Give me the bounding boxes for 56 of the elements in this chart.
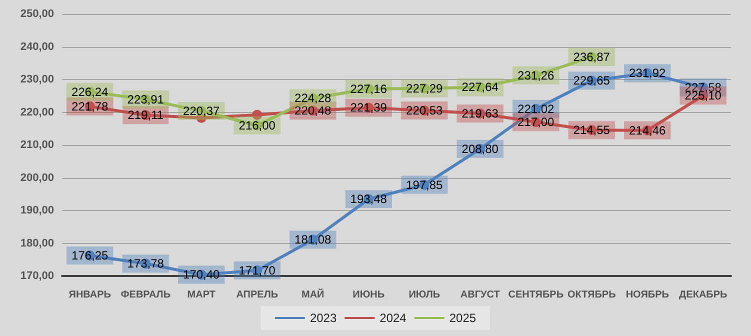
x-tick-label: МАЙ <box>302 288 324 300</box>
data-label: 219,63 <box>462 106 499 120</box>
x-tick-label: СЕНТЯБРЬ <box>508 290 564 300</box>
legend-label: 2025 <box>449 311 476 325</box>
y-tick-label: 250,00 <box>20 8 54 20</box>
x-tick-label: ИЮЛЬ <box>408 290 440 300</box>
data-label: 173,78 <box>127 256 164 271</box>
x-tick-label: НОЯБРЬ <box>626 290 669 300</box>
data-label: 220,53 <box>406 104 444 118</box>
data-label: 171,70 <box>238 263 276 278</box>
data-label: 220,37 <box>183 104 220 118</box>
y-tick-label: 240,00 <box>20 40 54 53</box>
data-label: 227,64 <box>462 80 499 94</box>
y-tick-label: 200,00 <box>20 172 54 184</box>
data-label: 229,65 <box>573 74 610 88</box>
x-tick-label: МАРТ <box>187 290 216 300</box>
x-tick-label: ДЕКАБРЬ <box>679 290 728 300</box>
data-label: 223,91 <box>127 92 164 106</box>
data-label: 170,40 <box>183 268 220 282</box>
x-tick-label: АВГУСТ <box>460 290 500 300</box>
y-tick-label: 210,00 <box>20 139 54 151</box>
data-label: 227,58 <box>684 80 722 94</box>
data-label: 214,55 <box>573 123 610 138</box>
x-tick-label: ЯНВАРЬ <box>68 290 111 300</box>
data-label: 220,48 <box>294 104 332 118</box>
x-tick-label: ФЕВРАЛЬ <box>120 290 171 300</box>
data-label: 214,46 <box>629 123 666 138</box>
data-label: 236,87 <box>573 50 610 64</box>
data-label: 193,48 <box>350 192 388 206</box>
y-tick-label: 190,00 <box>20 204 54 216</box>
point <box>252 110 262 120</box>
data-label: 231,92 <box>629 66 666 80</box>
data-label: 226,24 <box>72 84 109 99</box>
data-label: 176,25 <box>72 248 109 263</box>
legend-label: 2023 <box>310 311 337 325</box>
data-label: 227,16 <box>350 82 388 96</box>
data-label: 217,00 <box>518 115 555 130</box>
y-tick-label: 230,00 <box>20 74 54 86</box>
data-label: 208,80 <box>462 142 499 156</box>
y-tick-label: 220,00 <box>20 106 54 118</box>
data-label: 181,08 <box>294 232 332 247</box>
data-label: 219,11 <box>128 108 164 122</box>
data-label: 221,39 <box>350 100 388 115</box>
legend-label: 2024 <box>380 311 407 325</box>
x-tick-label: ОКТЯБРЬ <box>567 290 616 300</box>
data-label: 227,29 <box>406 81 444 96</box>
data-label: 197,85 <box>406 178 444 192</box>
y-tick-label: 170,00 <box>20 270 54 282</box>
y-tick-label: 180,00 <box>20 237 54 250</box>
x-tick-label: АПРЕЛЬ <box>236 290 278 300</box>
data-label: 216,00 <box>238 118 276 132</box>
x-tick-label: ИЮНЬ <box>352 290 385 300</box>
data-label: 231,26 <box>518 68 555 82</box>
data-label: 221,78 <box>72 99 109 114</box>
data-label: 224,28 <box>294 91 332 106</box>
data-label: 221.02 <box>518 102 555 116</box>
